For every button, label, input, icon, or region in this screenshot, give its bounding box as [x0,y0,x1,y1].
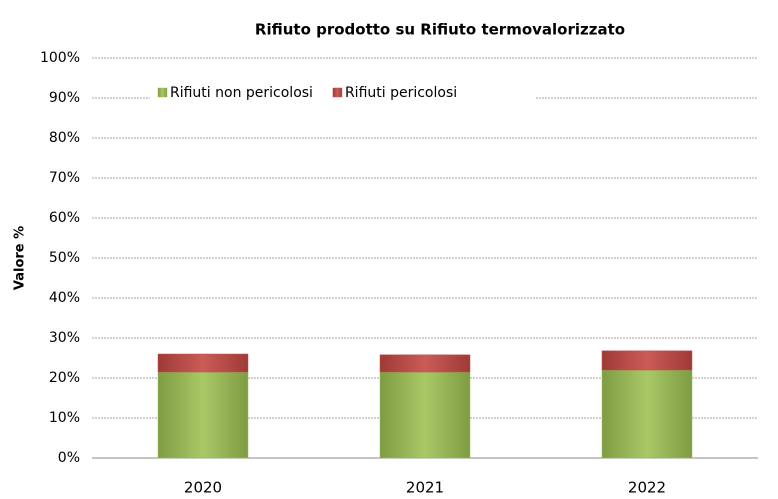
x-tick-label: 2022 [628,479,666,496]
legend-swatch [332,87,343,98]
y-tick-label: 60% [49,210,80,226]
y-tick-label: 40% [49,290,80,306]
chart-title: Rifiuto prodotto su Rifiuto termovaloriz… [255,21,625,39]
y-tick-label: 20% [49,370,80,386]
y-tick-label: 0% [58,450,80,466]
legend-swatch [157,87,168,98]
bar-segment [157,371,249,459]
legend-label: Rifiuti non pericolosi [170,85,313,101]
x-tick-label: 2020 [184,479,222,496]
y-tick-label: 90% [49,90,80,106]
bar-segment [601,369,693,459]
y-tick-label: 30% [49,330,80,346]
y-tick-label: 80% [49,130,80,146]
bar-segment [379,371,471,459]
y-tick-label: 70% [49,170,80,186]
bar-segment [379,354,471,373]
bar-segment [157,353,249,373]
x-tick-label: 2021 [406,479,444,496]
legend-label: Rifiuti pericolosi [345,85,457,101]
y-tick-label: 50% [49,250,80,266]
bar-segment [601,350,693,371]
legend-box [150,80,535,106]
y-axis-label: Valore % [13,226,28,290]
y-tick-label: 100% [40,50,80,66]
y-tick-label: 10% [49,410,80,426]
